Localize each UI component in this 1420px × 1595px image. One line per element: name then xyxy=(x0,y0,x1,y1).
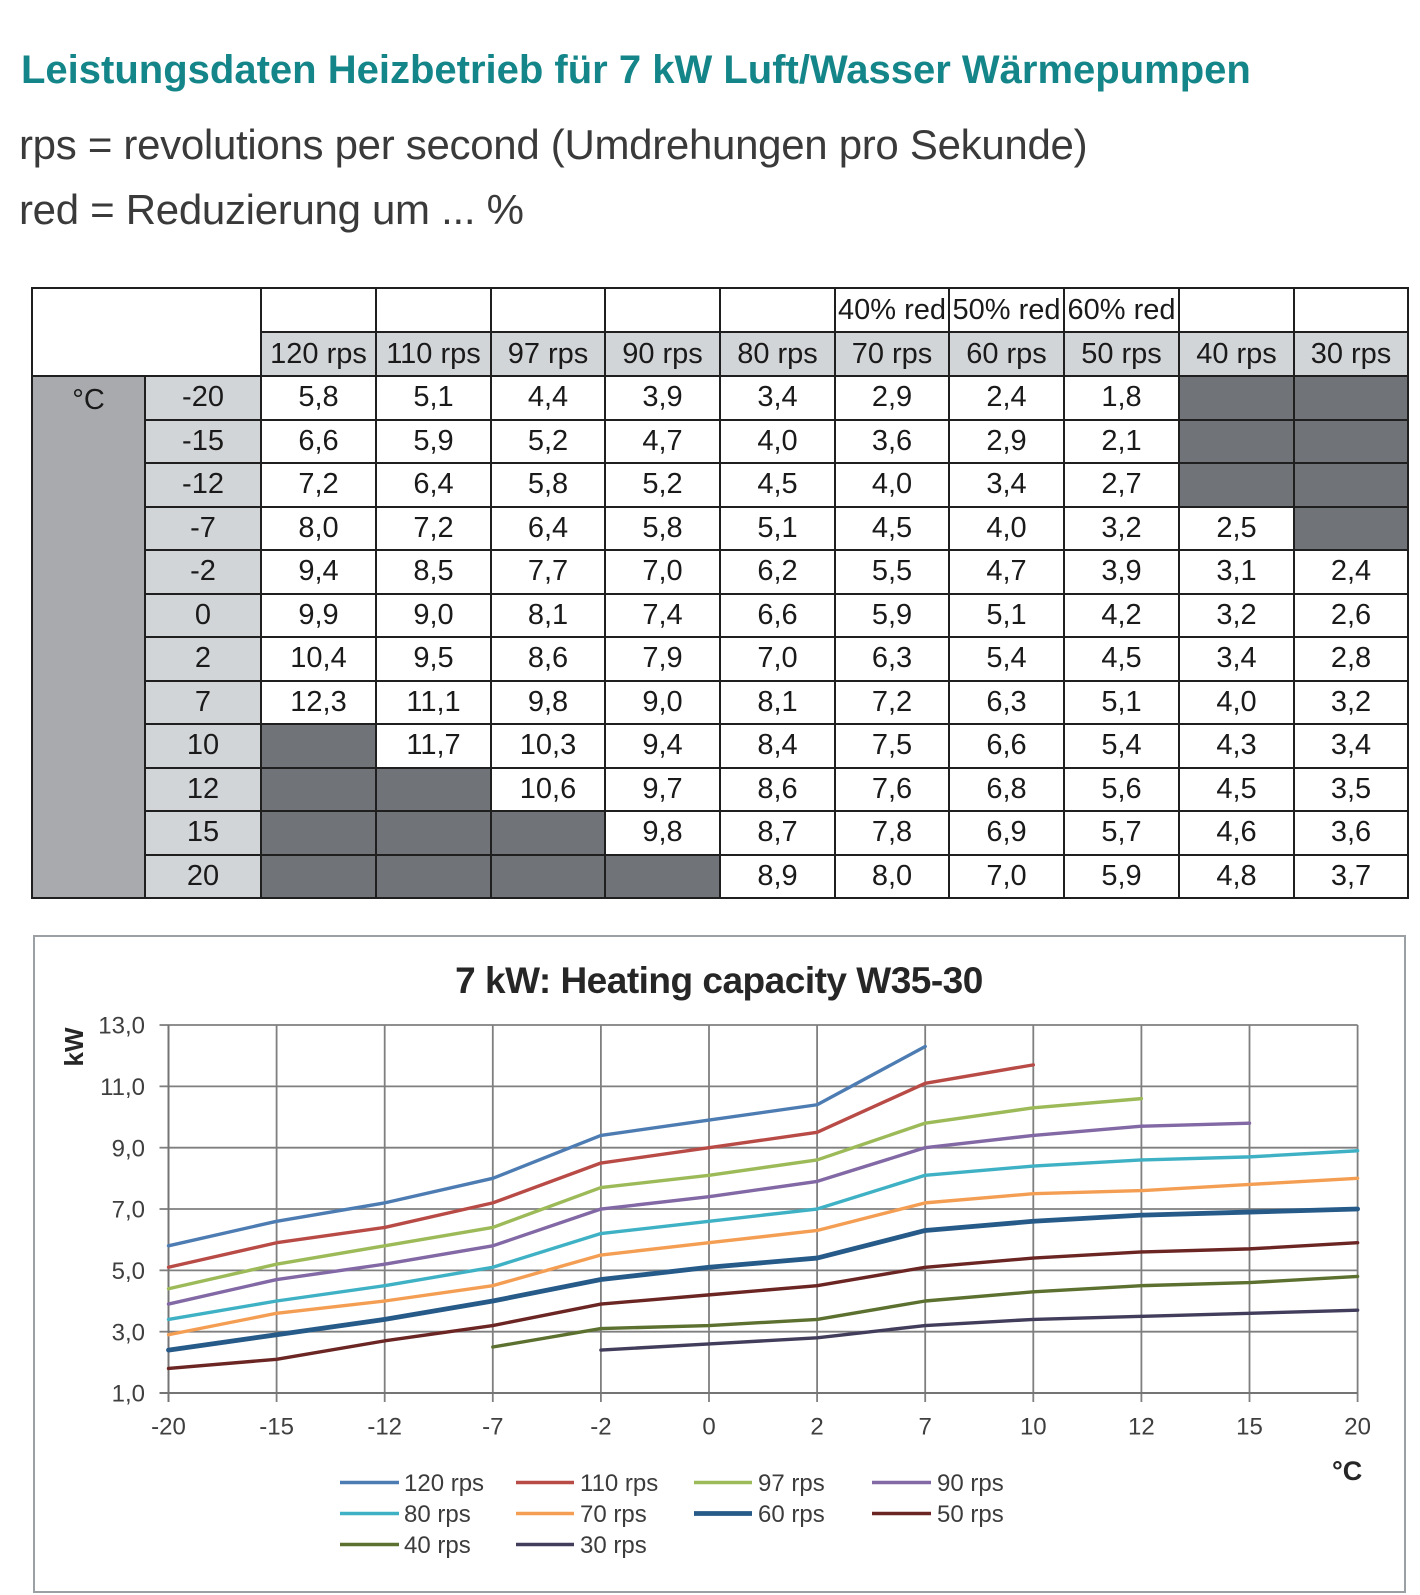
svg-text:-20: -20 xyxy=(151,1414,186,1441)
svg-text:97 rps: 97 rps xyxy=(758,1470,825,1497)
svg-text:9,0: 9,0 xyxy=(112,1135,145,1162)
svg-text:90 rps: 90 rps xyxy=(937,1470,1004,1497)
svg-text:12: 12 xyxy=(1128,1414,1155,1441)
svg-text:80 rps: 80 rps xyxy=(404,1501,471,1528)
svg-text:kW: kW xyxy=(59,1027,89,1066)
svg-text:60 rps: 60 rps xyxy=(758,1501,825,1528)
svg-text:15: 15 xyxy=(1236,1414,1263,1441)
svg-text:11,0: 11,0 xyxy=(100,1074,145,1101)
svg-text:5,0: 5,0 xyxy=(112,1258,145,1285)
svg-text:70 rps: 70 rps xyxy=(580,1501,647,1528)
svg-text:-15: -15 xyxy=(259,1414,294,1441)
svg-text:7 kW: Heating capacity W35-30: 7 kW: Heating capacity W35-30 xyxy=(455,960,983,1001)
svg-text:10: 10 xyxy=(1020,1414,1047,1441)
svg-text:110 rps: 110 rps xyxy=(580,1470,658,1497)
svg-text:20: 20 xyxy=(1344,1414,1371,1441)
svg-text:0: 0 xyxy=(702,1414,715,1441)
svg-text:°C: °C xyxy=(1332,1456,1362,1486)
svg-text:1,0: 1,0 xyxy=(112,1381,145,1408)
svg-text:-12: -12 xyxy=(367,1414,402,1441)
svg-text:7: 7 xyxy=(919,1414,932,1441)
svg-text:50 rps: 50 rps xyxy=(937,1501,1004,1528)
svg-text:120 rps: 120 rps xyxy=(404,1470,484,1497)
svg-text:-2: -2 xyxy=(590,1414,611,1441)
svg-text:30 rps: 30 rps xyxy=(580,1532,647,1559)
svg-text:7,0: 7,0 xyxy=(112,1197,145,1224)
svg-text:13,0: 13,0 xyxy=(98,1013,145,1040)
svg-text:-7: -7 xyxy=(482,1414,503,1441)
svg-text:40 rps: 40 rps xyxy=(404,1532,471,1559)
svg-text:3,0: 3,0 xyxy=(112,1319,145,1346)
svg-text:2: 2 xyxy=(810,1414,823,1441)
